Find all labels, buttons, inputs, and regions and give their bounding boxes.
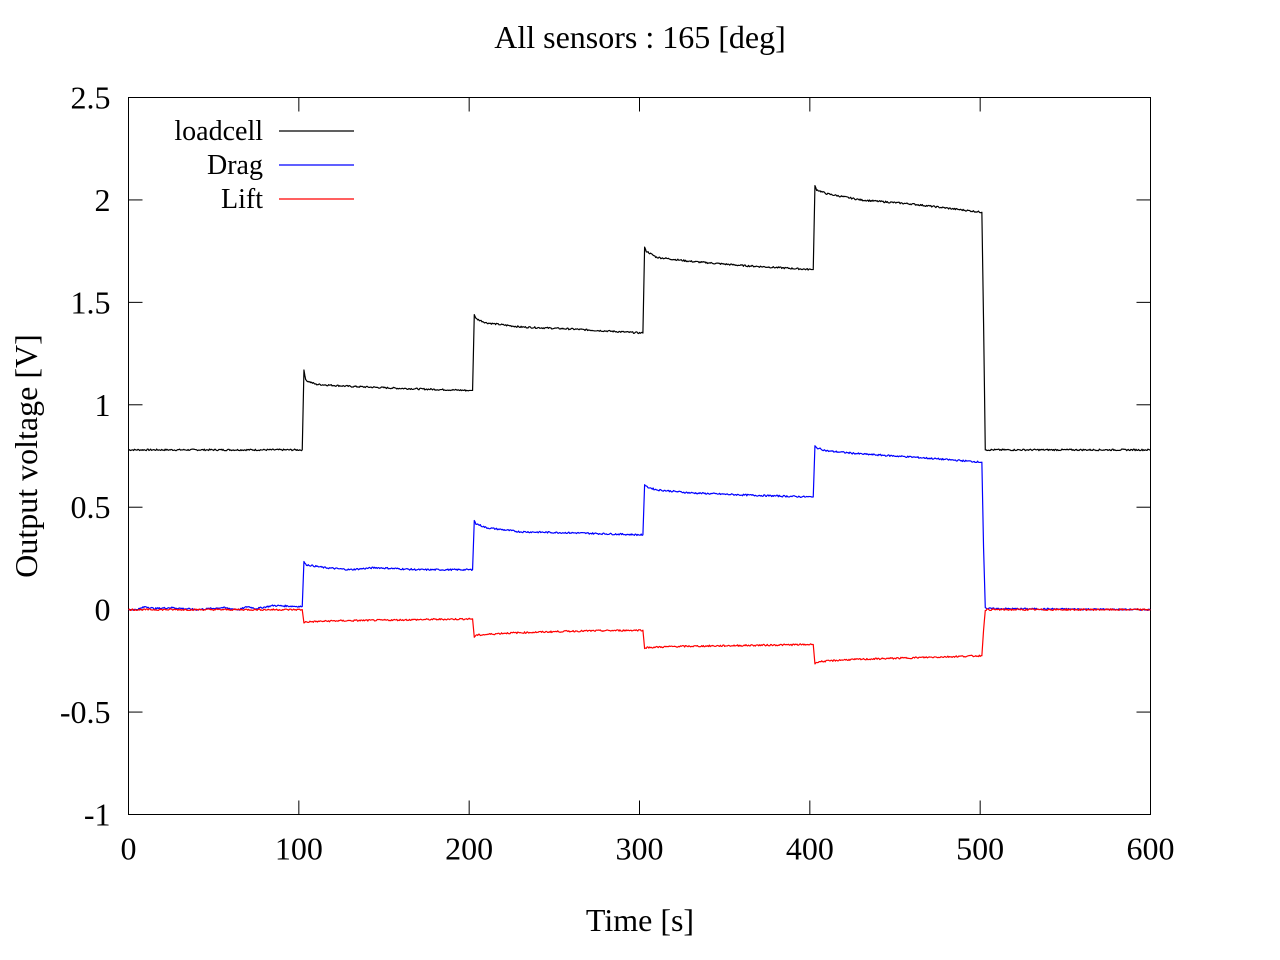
legend-label-loadcell: loadcell bbox=[174, 116, 263, 147]
y-tick-label: 0.5 bbox=[71, 489, 111, 525]
chart-title: All sensors : 165 [deg] bbox=[494, 19, 786, 55]
x-tick-label: 100 bbox=[275, 831, 323, 867]
y-tick-label: 2 bbox=[95, 182, 111, 218]
axis-ticks bbox=[128, 97, 1151, 815]
y-tick-label: -0.5 bbox=[60, 694, 111, 730]
series-layer bbox=[128, 184, 1151, 665]
legend-label-drag: Drag bbox=[207, 150, 263, 181]
x-tick-label: 500 bbox=[956, 831, 1004, 867]
y-tick-label: 0 bbox=[95, 592, 111, 628]
x-tick-label: 0 bbox=[121, 831, 137, 867]
y-tick-label: 1.5 bbox=[71, 284, 111, 320]
series-line-loadcell bbox=[128, 184, 1151, 452]
x-axis-label: Time [s] bbox=[586, 902, 694, 938]
plot-frame bbox=[128, 97, 1151, 815]
x-tick-label: 600 bbox=[1127, 831, 1175, 867]
series-line-lift bbox=[128, 608, 1151, 665]
x-tick-label: 300 bbox=[616, 831, 664, 867]
y-tick-label: 1 bbox=[95, 387, 111, 423]
series-line-drag bbox=[128, 445, 1151, 612]
y-axis-label: Output voltage [V] bbox=[8, 334, 44, 578]
y-tick-label: 2.5 bbox=[71, 80, 111, 116]
legend-label-lift: Lift bbox=[221, 184, 263, 215]
tick-labels: 0 100 200 300 400 500 600 -1 -0.5 0 0.5 1 1.5 2 2.5 bbox=[60, 80, 1175, 867]
x-tick-label: 200 bbox=[445, 831, 493, 867]
x-tick-label: 400 bbox=[786, 831, 834, 867]
y-tick-label: -1 bbox=[84, 797, 111, 833]
